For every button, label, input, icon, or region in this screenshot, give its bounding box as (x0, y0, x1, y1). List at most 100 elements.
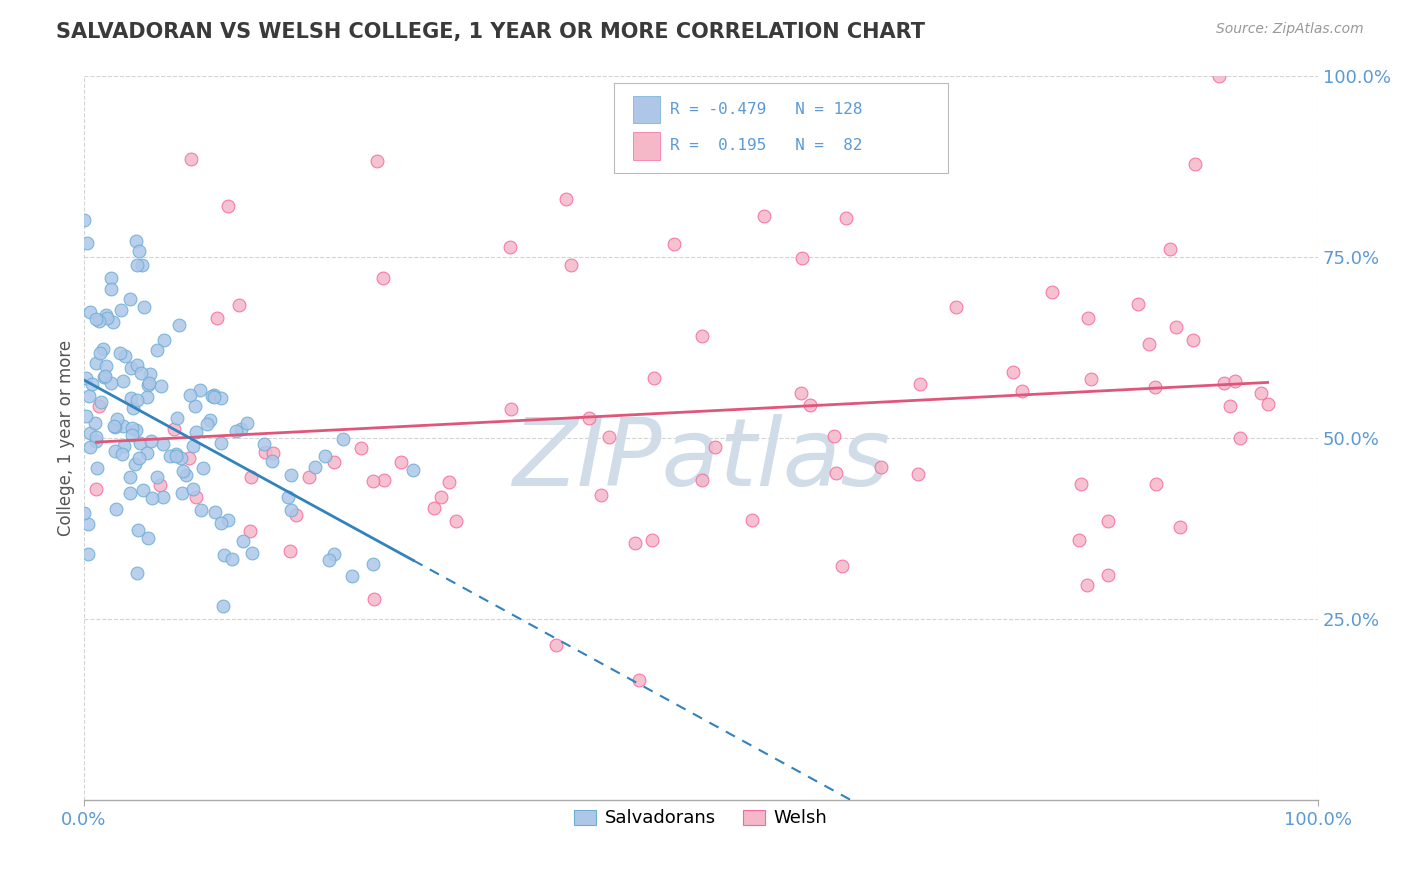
Point (170, 486, 193, 500)
FancyBboxPatch shape (614, 83, 948, 173)
Point (240, 546, 263, 560)
Point (1001, 365, 1024, 379)
Point (1208, 69, 1230, 83)
Point (193, 460, 215, 475)
Point (84, 416, 107, 430)
Point (402, 463, 425, 477)
Point (209, 435, 232, 450)
Point (945, 300, 967, 314)
Point (825, 466, 848, 480)
Point (544, 638, 567, 652)
Point (150, 379, 173, 393)
Point (1219, 399, 1241, 413)
Point (578, 411, 600, 425)
Point (166, 411, 188, 425)
Point (298, 470, 321, 484)
Point (127, 358, 149, 372)
Point (1097, 568, 1119, 582)
Point (103, 418, 125, 433)
Point (136, 378, 159, 392)
Point (111, 374, 134, 388)
Point (342, 568, 364, 582)
Point (94, 359, 117, 373)
Point (823, 429, 845, 443)
Point (139, 434, 162, 448)
Point (105, 502, 128, 516)
Point (79, 305, 101, 319)
Point (163, 422, 186, 436)
Point (181, 483, 204, 497)
Point (104, 419, 127, 434)
Point (1076, 578, 1098, 592)
Point (125, 258, 148, 272)
Point (94, 369, 117, 384)
Point (188, 383, 211, 397)
Point (127, 523, 149, 537)
Point (209, 392, 232, 406)
Point (120, 361, 142, 376)
Point (86, 461, 108, 475)
Point (100, 376, 122, 391)
Point (907, 467, 929, 482)
Point (277, 491, 299, 505)
Point (153, 333, 176, 347)
Point (831, 559, 853, 574)
Point (159, 449, 181, 463)
Point (560, 258, 582, 272)
Point (212, 548, 235, 562)
Point (75, 370, 97, 384)
Point (799, 398, 821, 412)
Point (262, 454, 284, 468)
Point (314, 449, 336, 463)
Point (1168, 520, 1191, 534)
Point (624, 536, 647, 550)
FancyBboxPatch shape (633, 132, 659, 160)
Point (77, 516, 100, 531)
Point (84, 356, 107, 370)
Point (280, 503, 302, 517)
Point (225, 425, 247, 439)
Point (498, 240, 520, 254)
Point (131, 258, 153, 272)
Point (1184, 157, 1206, 171)
Point (176, 468, 198, 483)
Point (643, 371, 665, 385)
Point (641, 533, 664, 547)
Point (183, 400, 205, 414)
Point (136, 390, 159, 404)
Point (1159, 243, 1181, 257)
Text: ZIPatlas: ZIPatlas (512, 414, 890, 505)
Point (1164, 320, 1187, 334)
Point (1126, 297, 1149, 311)
Point (136, 446, 159, 460)
Point (1229, 431, 1251, 445)
Point (100, 282, 122, 296)
Point (184, 491, 207, 505)
Point (349, 441, 371, 455)
Point (181, 439, 204, 453)
Point (89, 314, 111, 328)
Point (129, 366, 152, 380)
Point (209, 516, 232, 531)
Point (84, 312, 107, 326)
Point (499, 401, 522, 416)
Point (76, 235, 98, 250)
Point (86, 482, 108, 496)
Point (79, 389, 101, 403)
Point (101, 315, 124, 329)
Point (278, 543, 301, 558)
Point (111, 447, 134, 461)
Point (190, 502, 212, 516)
Point (1213, 376, 1236, 391)
Point (124, 457, 146, 471)
Point (152, 490, 174, 504)
Point (207, 310, 229, 325)
Point (254, 445, 277, 459)
Text: SALVADORAN VS WELSH COLLEGE, 1 YEAR OR MORE CORRELATION CHART: SALVADORAN VS WELSH COLLEGE, 1 YEAR OR M… (56, 22, 925, 42)
Point (125, 566, 148, 581)
Point (100, 270, 122, 285)
Point (627, 673, 650, 688)
Point (239, 524, 262, 539)
Point (76, 409, 98, 424)
Point (202, 390, 225, 404)
